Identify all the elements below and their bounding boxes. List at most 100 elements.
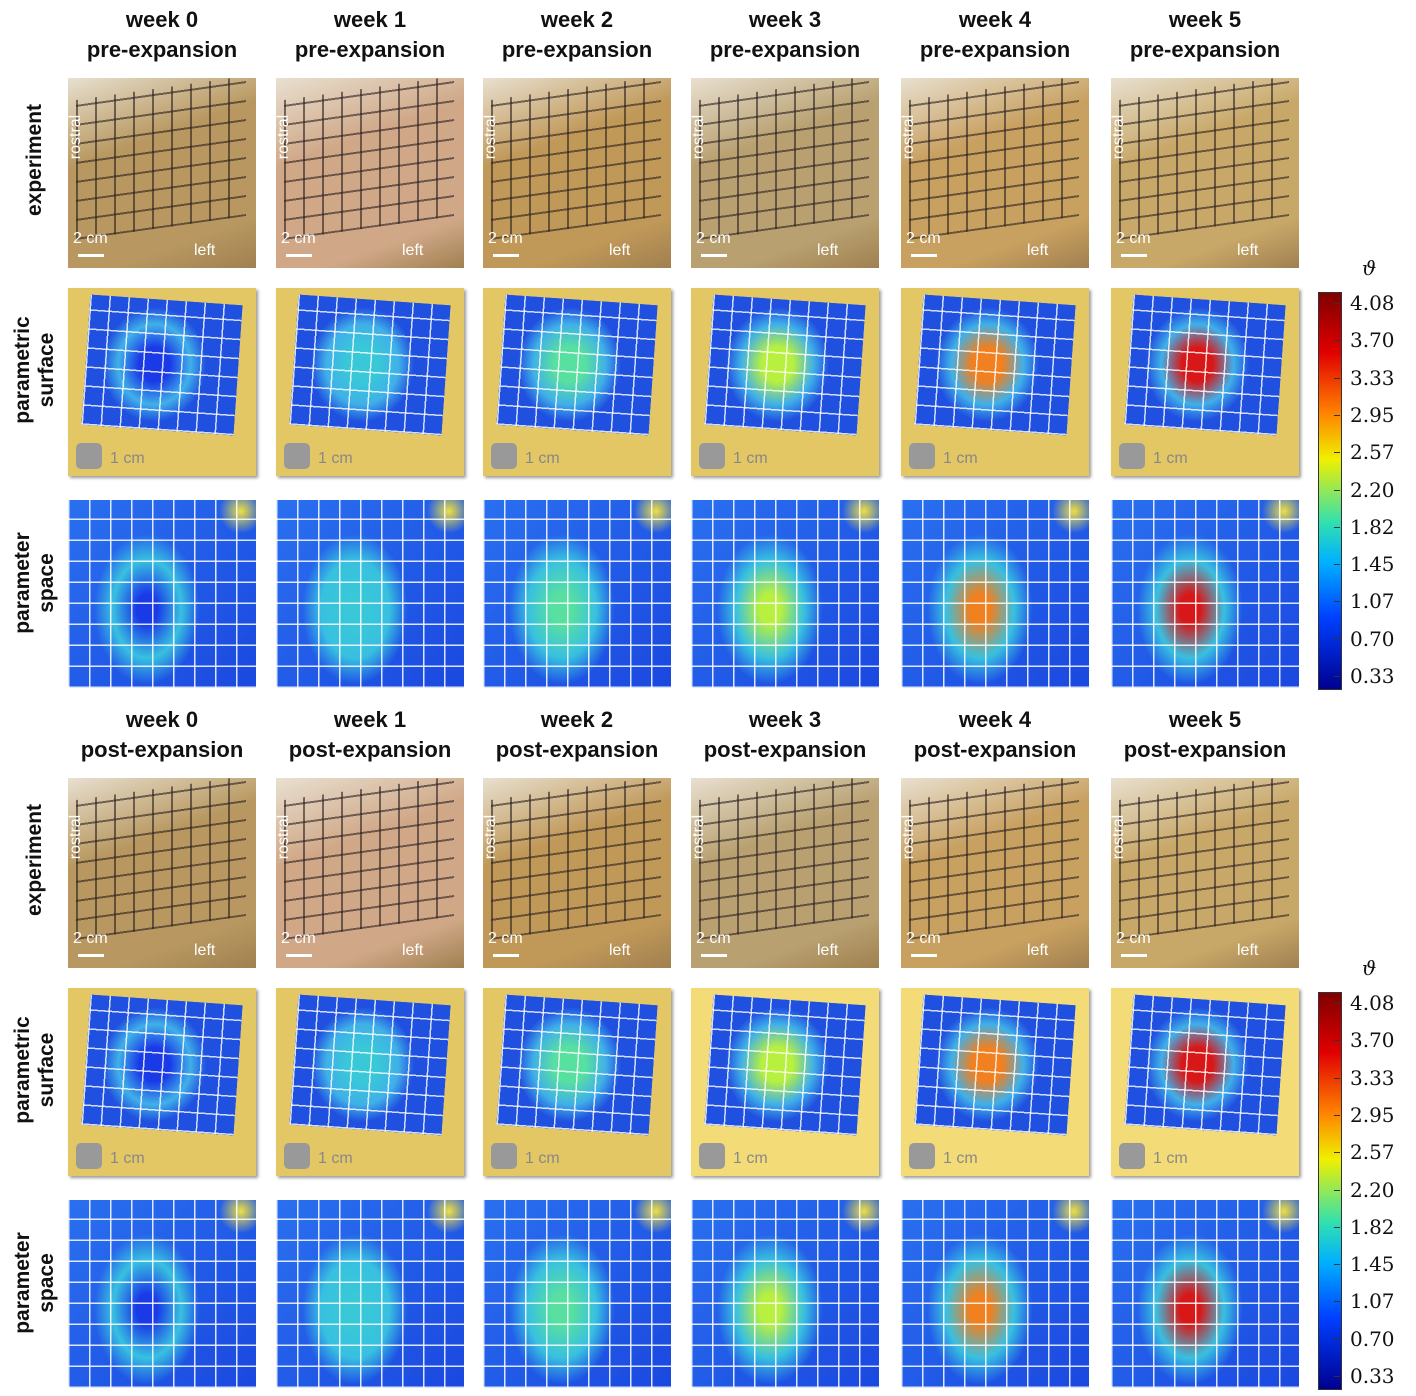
colorbar-tick — [1334, 676, 1340, 677]
colorbar-tick-label: 0.70 — [1350, 1327, 1395, 1351]
colorbar-tick — [1334, 1040, 1340, 1041]
colorbar — [1318, 992, 1342, 1390]
grid-marks — [76, 78, 246, 240]
scale-label: 2 cm — [281, 930, 316, 948]
colorbar-tick — [1334, 1152, 1340, 1153]
orientation-label: left — [817, 942, 838, 960]
row-label-line: parameter — [11, 1183, 35, 1383]
scale-label: 2 cm — [73, 930, 108, 948]
row-label-line: parameter — [11, 483, 35, 683]
surface-mesh — [704, 995, 865, 1136]
colorbar-tick — [1334, 303, 1340, 304]
week-label: week 2 — [467, 5, 687, 35]
scale-label: 1 cm — [943, 1150, 978, 1168]
surface-panel: 1 cm — [691, 288, 879, 476]
scale-cube — [491, 1143, 517, 1169]
parameter-map — [276, 1200, 464, 1388]
surface-mesh — [81, 295, 242, 436]
surface-mesh — [1124, 295, 1285, 436]
orientation-label: rostral — [1111, 815, 1128, 859]
grid-marks — [699, 778, 869, 940]
orientation-label: rostral — [68, 115, 85, 159]
scale-bar — [286, 954, 312, 957]
orientation-label: rostral — [901, 115, 918, 159]
scale-bar — [78, 954, 104, 957]
scale-label: 1 cm — [525, 450, 560, 468]
colorbar-tick-label: 4.08 — [1350, 291, 1395, 315]
scale-bar — [1121, 254, 1147, 257]
phase-label: post-expansion — [1095, 735, 1315, 765]
surface-panel: 1 cm — [901, 288, 1089, 476]
orientation-label: rostral — [276, 815, 293, 859]
surface-panel: 1 cm — [691, 988, 879, 1176]
phase-label: post-expansion — [675, 735, 895, 765]
scale-cube — [284, 1143, 310, 1169]
colorbar-tick — [1334, 1115, 1340, 1116]
scale-label: 1 cm — [943, 450, 978, 468]
parameter-map — [276, 500, 464, 688]
row-label-line: space — [35, 1183, 59, 1383]
orientation-label: left — [609, 942, 630, 960]
surface-mesh — [81, 995, 242, 1136]
scale-label: 1 cm — [733, 1150, 768, 1168]
scale-label: 2 cm — [73, 230, 108, 248]
surface-panel: 1 cm — [276, 288, 464, 476]
week-label: week 4 — [885, 705, 1105, 735]
grid-marks — [1119, 78, 1289, 240]
orientation-label: left — [609, 242, 630, 260]
surface-panel: 1 cm — [901, 988, 1089, 1176]
week-label: week 0 — [52, 705, 272, 735]
surface-panel: 1 cm — [483, 288, 671, 476]
phase-label: post-expansion — [885, 735, 1105, 765]
week-label: week 5 — [1095, 705, 1315, 735]
colorbar-tick — [1334, 1078, 1340, 1079]
colorbar-tick — [1334, 1376, 1340, 1377]
scale-bar — [78, 254, 104, 257]
surface-panel: 1 cm — [276, 988, 464, 1176]
colorbar-tick — [1334, 490, 1340, 491]
grid-marks — [491, 778, 661, 940]
scale-label: 1 cm — [733, 450, 768, 468]
parameter-map — [901, 500, 1089, 688]
parameter-map — [691, 1200, 879, 1388]
colorbar-tick-label: 3.70 — [1350, 1028, 1395, 1052]
orientation-label: rostral — [1111, 115, 1128, 159]
surface-mesh — [914, 295, 1075, 436]
colorbar-tick-label: 2.95 — [1350, 403, 1395, 427]
surface-panel: 1 cm — [483, 988, 671, 1176]
grid-marks — [699, 78, 869, 240]
colorbar-tick-label: 3.33 — [1350, 366, 1395, 390]
week-label: week 0 — [52, 5, 272, 35]
phase-label: pre-expansion — [52, 35, 272, 65]
colorbar-tick-label: 2.57 — [1350, 440, 1395, 464]
colorbar-tick-label: 0.70 — [1350, 627, 1395, 651]
row-label-line: surface — [35, 970, 59, 1170]
scale-cube — [909, 1143, 935, 1169]
row-label-line: parametric — [11, 970, 35, 1170]
row-label-line: experiment — [23, 60, 47, 260]
colorbar-symbol: ϑ — [1362, 956, 1376, 980]
scale-cube — [76, 1143, 102, 1169]
colorbar-tick — [1334, 1190, 1340, 1191]
orientation-label: rostral — [691, 815, 708, 859]
orientation-label: rostral — [483, 815, 500, 859]
phase-label: post-expansion — [52, 735, 272, 765]
scale-label: 1 cm — [1153, 450, 1188, 468]
colorbar-tick-label: 1.07 — [1350, 1289, 1395, 1313]
row-label-line: surface — [35, 270, 59, 470]
scale-label: 1 cm — [525, 1150, 560, 1168]
phase-label: pre-expansion — [675, 35, 895, 65]
scale-label: 2 cm — [906, 230, 941, 248]
colorbar-tick — [1334, 1339, 1340, 1340]
